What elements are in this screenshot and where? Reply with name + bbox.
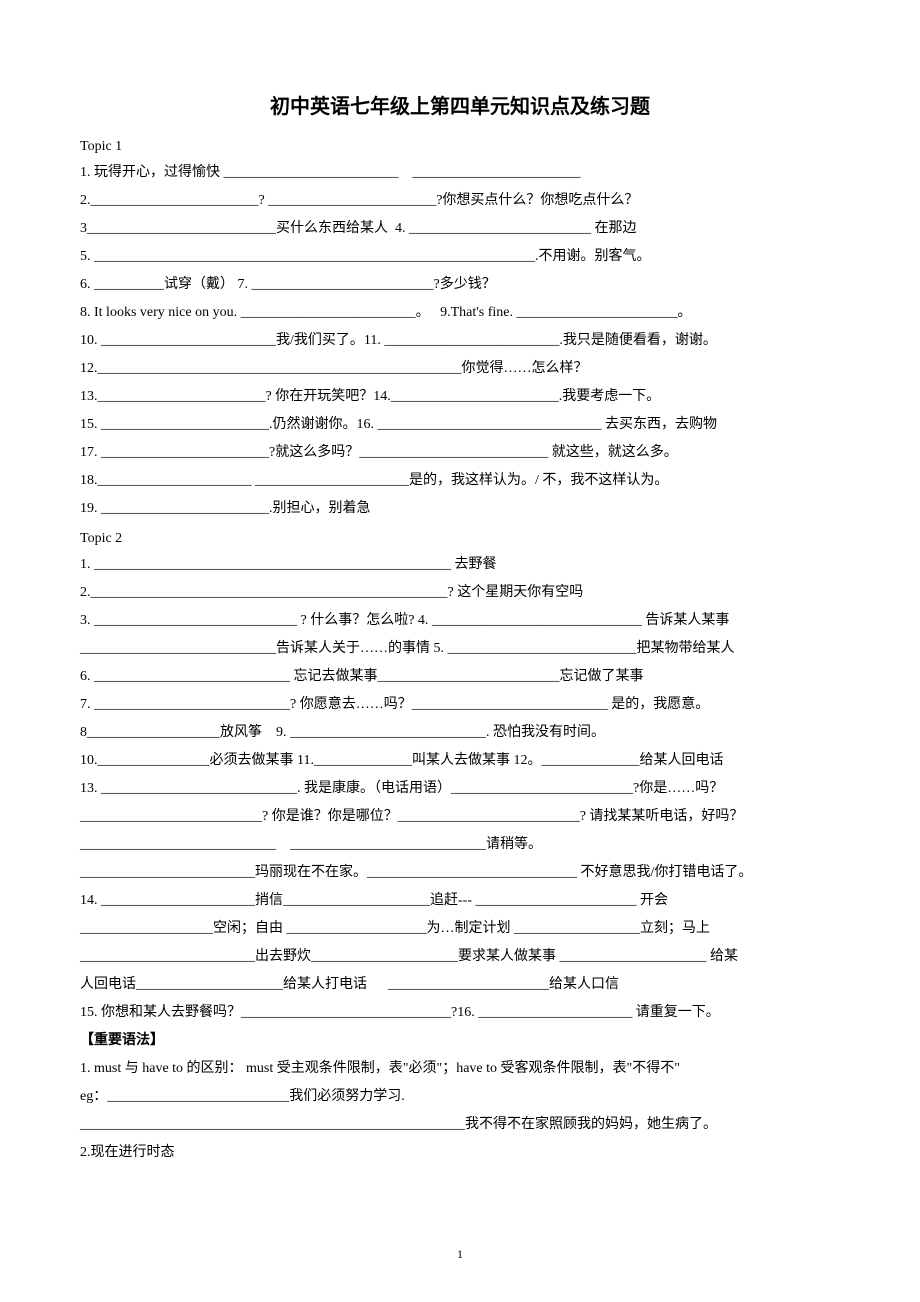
topic2-line: _________________________玛丽现在不在家。_______… xyxy=(80,859,840,887)
topic1-line: 5. _____________________________________… xyxy=(80,243,840,271)
topic1-header: Topic 1 xyxy=(80,139,840,155)
topic2-line: 8___________________放风筝 9. _____________… xyxy=(80,719,840,747)
page-title: 初中英语七年级上第四单元知识点及练习题 xyxy=(80,90,840,119)
topic1-line: 19. ________________________.别担心，别着急 xyxy=(80,495,840,523)
page-number: 1 xyxy=(0,1247,920,1262)
topic1-line: 8. It looks very nice on you. __________… xyxy=(80,299,840,327)
topic2-line: 14. ______________________捎信____________… xyxy=(80,887,840,915)
topic2-line: 3. _____________________________ ? 什么事？怎… xyxy=(80,607,840,635)
grammar-content: 1. must 与 have to 的区别： must 受主观条件限制，表"必须… xyxy=(80,1055,840,1167)
topic2-line: 1. _____________________________________… xyxy=(80,551,840,579)
topic2-line: 6. ____________________________ 忘记去做某事__… xyxy=(80,663,840,691)
topic2-line: 7. ____________________________? 你愿意去……吗… xyxy=(80,691,840,719)
grammar-heading: 【重要语法】 xyxy=(80,1027,840,1055)
topic1-line: 17. ________________________?就这么多吗？_____… xyxy=(80,439,840,467)
topic2-header: Topic 2 xyxy=(80,531,840,547)
topic1-line: 15. ________________________.仍然谢谢你。16. _… xyxy=(80,411,840,439)
topic1-line: 12._____________________________________… xyxy=(80,355,840,383)
topic2-line: 10.________________必须去做某事 11.___________… xyxy=(80,747,840,775)
grammar-line: 1. must 与 have to 的区别： must 受主观条件限制，表"必须… xyxy=(80,1055,840,1083)
topic2-line: __________________________? 你是谁？你是哪位？___… xyxy=(80,803,840,831)
topic1-line: 13.________________________? 你在开玩笑吧？14._… xyxy=(80,383,840,411)
grammar-line: 2.现在进行时态 xyxy=(80,1139,840,1167)
topic1-line: 10. _________________________我/我们买了。11. … xyxy=(80,327,840,355)
topic2-line: ___________________空闲；自由 _______________… xyxy=(80,915,840,943)
topic1-line: 6. __________试穿（戴） 7. __________________… xyxy=(80,271,840,299)
topic2-line: 15. 你想和某人去野餐吗？__________________________… xyxy=(80,999,840,1027)
topic1-line: 2.________________________? ____________… xyxy=(80,187,840,215)
topic2-line: ____________________________ ___________… xyxy=(80,831,840,859)
topic2-content: 1. _____________________________________… xyxy=(80,551,840,1027)
topic2-line: 13. ____________________________. 我是康康。（… xyxy=(80,775,840,803)
grammar-line: eg：__________________________我们必须努力学习. xyxy=(80,1083,840,1111)
topic2-line: 人回电话_____________________给某人打电话 ________… xyxy=(80,971,840,999)
topic2-line: ____________________________告诉某人关于……的事情 … xyxy=(80,635,840,663)
topic1-line: 3___________________________买什么东西给某人 4. … xyxy=(80,215,840,243)
grammar-line: ________________________________________… xyxy=(80,1111,840,1139)
topic1-content: 1. 玩得开心，过得愉快 _________________________ _… xyxy=(80,159,840,523)
topic2-line: 2.______________________________________… xyxy=(80,579,840,607)
topic1-line: 18.______________________ ______________… xyxy=(80,467,840,495)
topic2-line: _________________________出去野炊___________… xyxy=(80,943,840,971)
topic1-line: 1. 玩得开心，过得愉快 _________________________ _… xyxy=(80,159,840,187)
